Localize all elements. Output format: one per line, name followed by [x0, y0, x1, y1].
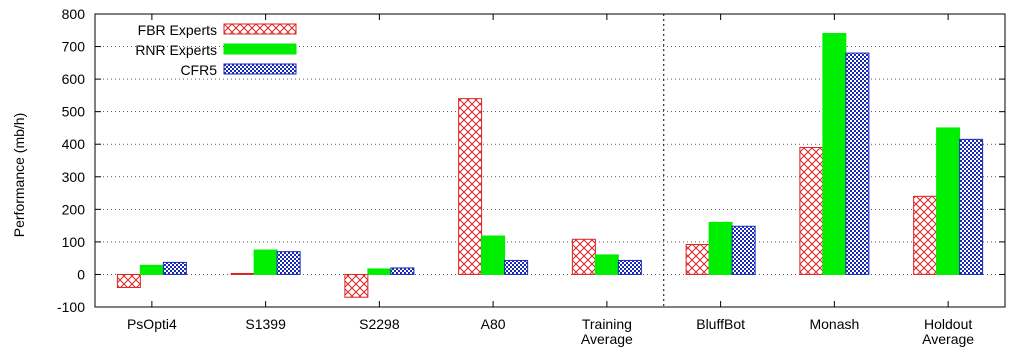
- x-tick-label: BluffBot: [696, 316, 745, 332]
- bar-rnr-experts: [708, 221, 733, 275]
- y-axis-label: Performance (mb/h): [11, 113, 27, 237]
- x-tick-label: Holdout Average: [922, 316, 974, 347]
- bar-cfr5: [504, 259, 529, 275]
- y-tick-label: 800: [62, 6, 86, 22]
- y-tick-label: 0: [77, 266, 85, 282]
- bar-fbr-experts: [913, 195, 938, 275]
- legend-swatch: [223, 23, 297, 35]
- y-tick-label: 300: [62, 169, 86, 185]
- x-tick-label: Training Average: [581, 316, 633, 347]
- bar-fbr-experts: [799, 146, 824, 275]
- bar-cfr5: [845, 52, 870, 275]
- y-tick-label: 100: [62, 234, 86, 250]
- bar-rnr-experts: [139, 264, 164, 275]
- x-tick-label: PsOpti4: [127, 316, 177, 332]
- legend-label: CFR5: [180, 62, 217, 78]
- bar-rnr-experts: [367, 268, 392, 275]
- bar-rnr-experts: [253, 249, 278, 275]
- legend: FBR Experts RNR Experts CFR5: [135, 22, 297, 78]
- bar-cfr5: [390, 267, 415, 275]
- bar-cfr5: [276, 251, 301, 275]
- plot-frame: [94, 13, 1006, 308]
- bar-fbr-experts: [230, 272, 255, 275]
- x-tick-label: A80: [481, 316, 506, 332]
- bar-rnr-experts: [594, 254, 619, 275]
- y-tick-label: 600: [62, 71, 86, 87]
- bar-cfr5: [731, 225, 756, 275]
- y-tick-label: 700: [62, 39, 86, 55]
- bars: [116, 33, 984, 298]
- x-axis-ticks: PsOpti4 S1399 S2298 A80 Training Average Bluff…: [127, 14, 974, 347]
- bar-fbr-experts: [344, 273, 369, 298]
- x-tick-label: Monash: [809, 316, 859, 332]
- x-tick-label: S1399: [245, 316, 286, 332]
- bar-fbr-experts: [571, 238, 596, 275]
- legend-label: RNR Experts: [135, 42, 217, 58]
- bar-rnr-experts: [936, 127, 961, 275]
- x-tick-label: S2298: [359, 316, 400, 332]
- bar-cfr5: [617, 259, 642, 275]
- bar-fbr-experts: [458, 98, 483, 275]
- y-tick-label: -100: [57, 299, 85, 315]
- axes: [94, 13, 1006, 308]
- y-tick-label: 500: [62, 104, 86, 120]
- y-tick-label: 200: [62, 201, 86, 217]
- bar-fbr-experts: [685, 243, 710, 275]
- bar-cfr5: [162, 261, 187, 275]
- legend-swatch: [223, 43, 297, 55]
- bar-cfr5: [959, 138, 984, 275]
- legend-label: FBR Experts: [138, 22, 217, 38]
- legend-swatch: [223, 63, 297, 75]
- bar-fbr-experts: [116, 273, 141, 288]
- bar-rnr-experts: [481, 235, 506, 275]
- bar-rnr-experts: [822, 33, 847, 275]
- y-axis-ticks: -100 0 100 200 300 400 500 600 700 800: [57, 6, 1005, 315]
- y-tick-label: 400: [62, 136, 86, 152]
